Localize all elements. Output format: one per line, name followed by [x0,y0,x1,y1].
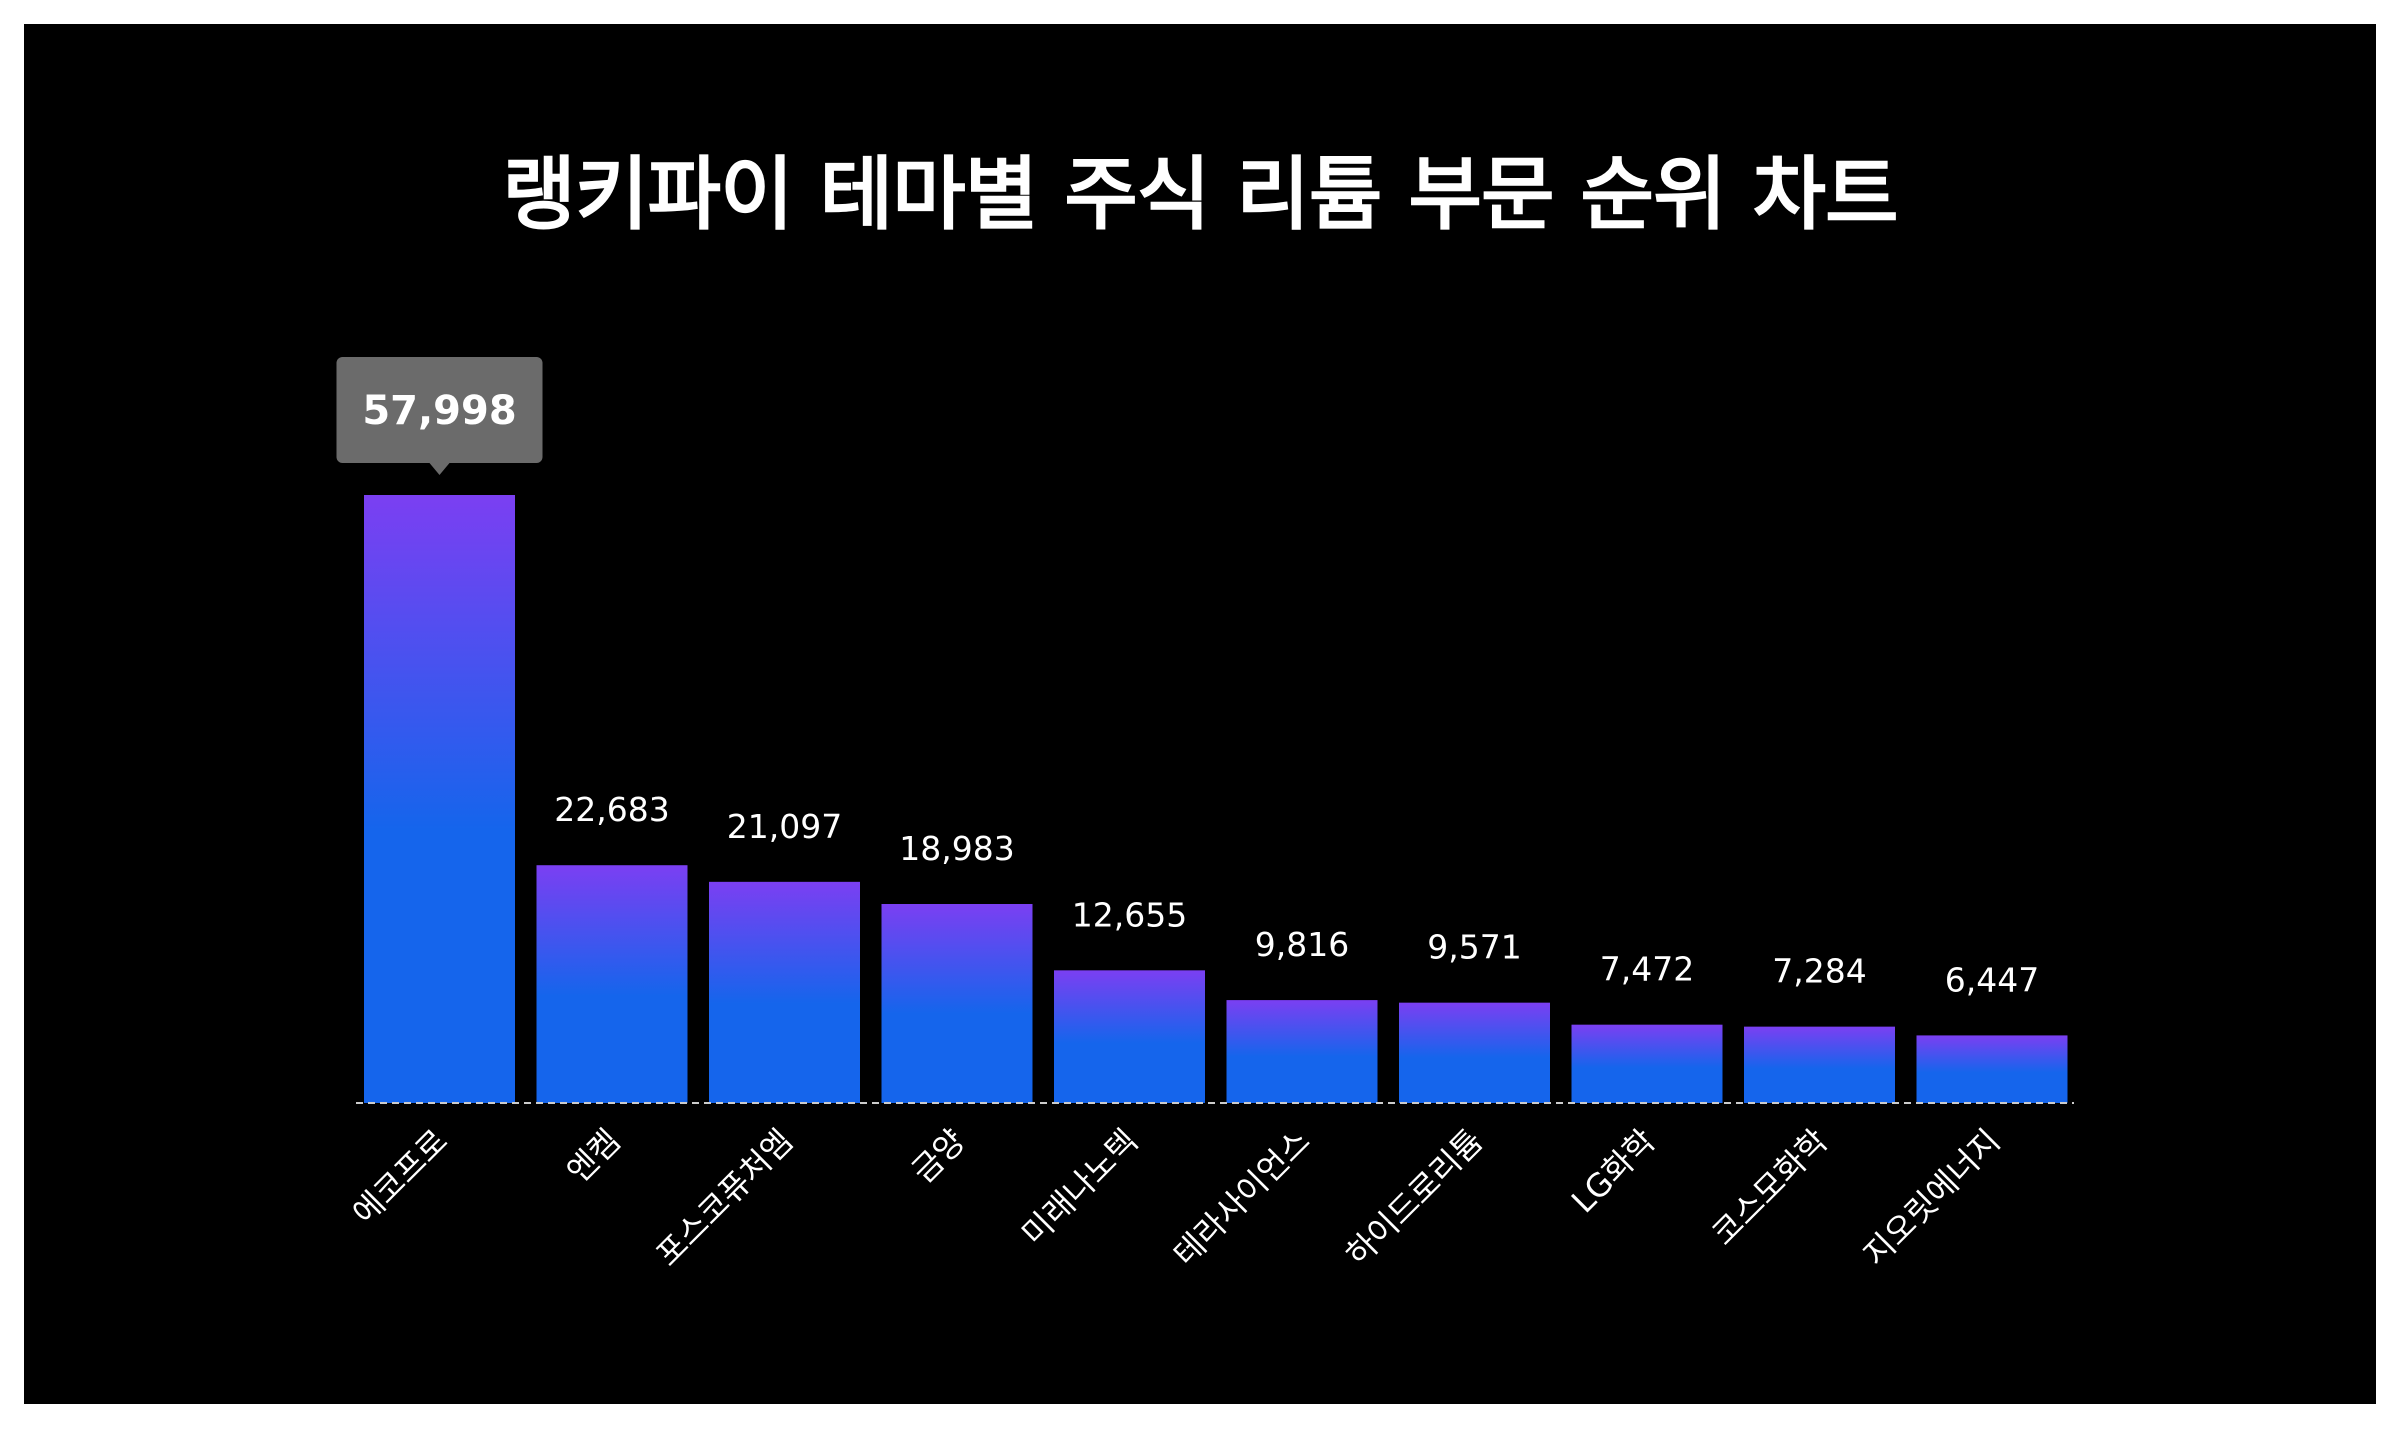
bar [881,903,1033,1103]
bar [1226,1000,1378,1103]
data-label: 9,571 [1427,928,1521,967]
bar [364,495,515,1103]
bar [709,881,860,1103]
bar [1571,1024,1723,1103]
x-tick-label: 미래나노텍 [1014,1122,1145,1253]
x-tick-label: LG화학 [1564,1122,1663,1221]
chart-title: 랭키파이 테마별 주식 리튬 부문 순위 차트 [502,148,1898,241]
bar [1916,1035,2068,1103]
bar [1744,1026,1895,1103]
data-label: 22,683 [554,790,669,829]
data-label: 18,983 [899,829,1014,868]
x-tick-label: 지오릿에너지 [1856,1122,2008,1274]
bar [1399,1002,1550,1103]
callout-pointer [429,463,450,475]
x-tick-label: 포스코퓨처엠 [648,1122,800,1274]
value-callout [336,357,543,463]
data-label: 9,816 [1255,925,1349,964]
x-tick-label: 금양 [904,1122,973,1191]
data-label: 12,655 [1072,895,1187,934]
data-label: 57,998 [362,388,516,434]
bar [536,865,688,1103]
bar [1054,970,1205,1103]
x-tick-label: 테라사이언스 [1166,1122,1318,1274]
data-label: 7,472 [1600,950,1694,989]
data-label: 21,097 [727,807,842,846]
data-label: 7,284 [1772,952,1866,991]
x-tick-label: 코스모화학 [1704,1122,1835,1253]
x-tick-label: 하이드로리튬 [1338,1122,1490,1274]
x-tick-label: 엔켐 [559,1122,628,1191]
x-tick-label: 에코프로 [345,1122,455,1232]
data-label: 6,447 [1945,960,2039,999]
